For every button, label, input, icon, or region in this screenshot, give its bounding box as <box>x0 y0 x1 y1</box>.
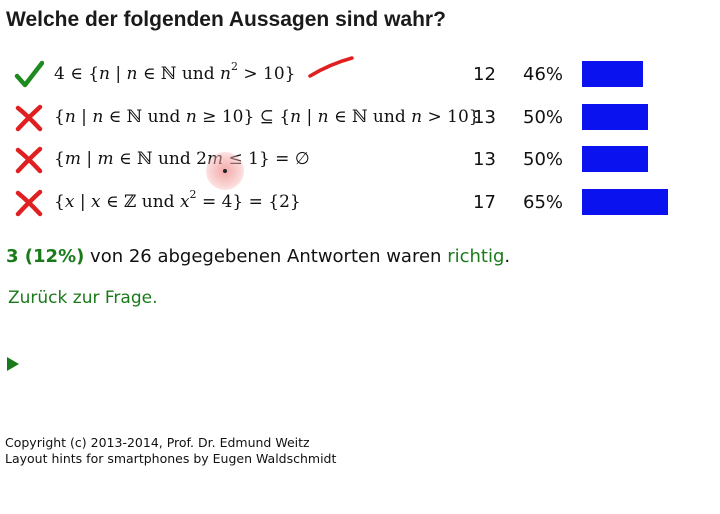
summary-mid: von 26 abgegebenen Antworten waren <box>84 246 448 267</box>
answer-statement-4: {x | x ∈ ℤ und x2 = 4} = {2} <box>54 188 301 212</box>
answer-percent: 65% <box>523 192 564 213</box>
answer-row-3: {m | m ∈ ℕ und 2m ≤ 1} = ∅ 13 50% <box>0 141 720 181</box>
answer-count: 13 <box>473 107 496 128</box>
pen-annotation <box>308 56 354 78</box>
answer-bar <box>582 104 648 130</box>
cross-icon <box>14 145 44 175</box>
answer-row-4: {x | x ∈ ℤ und x2 = 4} = {2} 17 65% <box>0 184 720 224</box>
answer-bar <box>582 146 648 172</box>
cross-icon <box>14 188 44 218</box>
answer-row-1: 4 ∈ {n | n ∈ ℕ und n2 > 10} 12 46% <box>0 56 720 96</box>
cross-icon <box>14 103 44 133</box>
question-title: Welche der folgenden Aussagen sind wahr? <box>6 8 446 31</box>
footer-credits: Layout hints for smartphones by Eugen Wa… <box>5 451 337 466</box>
answer-statement-2: {n | n ∈ ℕ und n ≥ 10} ⊆ {n | n ∈ ℕ und … <box>54 107 480 127</box>
answer-count: 13 <box>473 149 496 170</box>
summary-text: 3 (12%) von 26 abgegebenen Antworten war… <box>6 246 510 267</box>
answer-bar <box>582 61 643 87</box>
summary-correct-count: 3 (12%) <box>6 246 85 267</box>
checkmark-icon <box>14 60 45 90</box>
pointer-highlight <box>206 152 244 190</box>
footer: Copyright (c) 2013-2014, Prof. Dr. Edmun… <box>5 435 336 467</box>
back-to-question-link[interactable]: Zurück zur Frage. <box>8 288 158 308</box>
summary-end: . <box>504 246 511 267</box>
play-triangle-icon[interactable] <box>7 357 19 371</box>
footer-copyright: Copyright (c) 2013-2014, Prof. Dr. Edmun… <box>5 435 310 450</box>
answer-statement-3: {m | m ∈ ℕ und 2m ≤ 1} = ∅ <box>54 149 310 169</box>
answer-percent: 50% <box>523 149 564 170</box>
answer-bar <box>582 189 668 215</box>
answer-percent: 50% <box>523 107 564 128</box>
summary-richtig: richtig <box>447 246 505 267</box>
answer-count: 17 <box>473 192 496 213</box>
answer-row-2: {n | n ∈ ℕ und n ≥ 10} ⊆ {n | n ∈ ℕ und … <box>0 99 720 139</box>
answer-count: 12 <box>473 64 496 85</box>
answer-percent: 46% <box>523 64 564 85</box>
answer-statement-1: 4 ∈ {n | n ∈ ℕ und n2 > 10} <box>54 60 296 84</box>
